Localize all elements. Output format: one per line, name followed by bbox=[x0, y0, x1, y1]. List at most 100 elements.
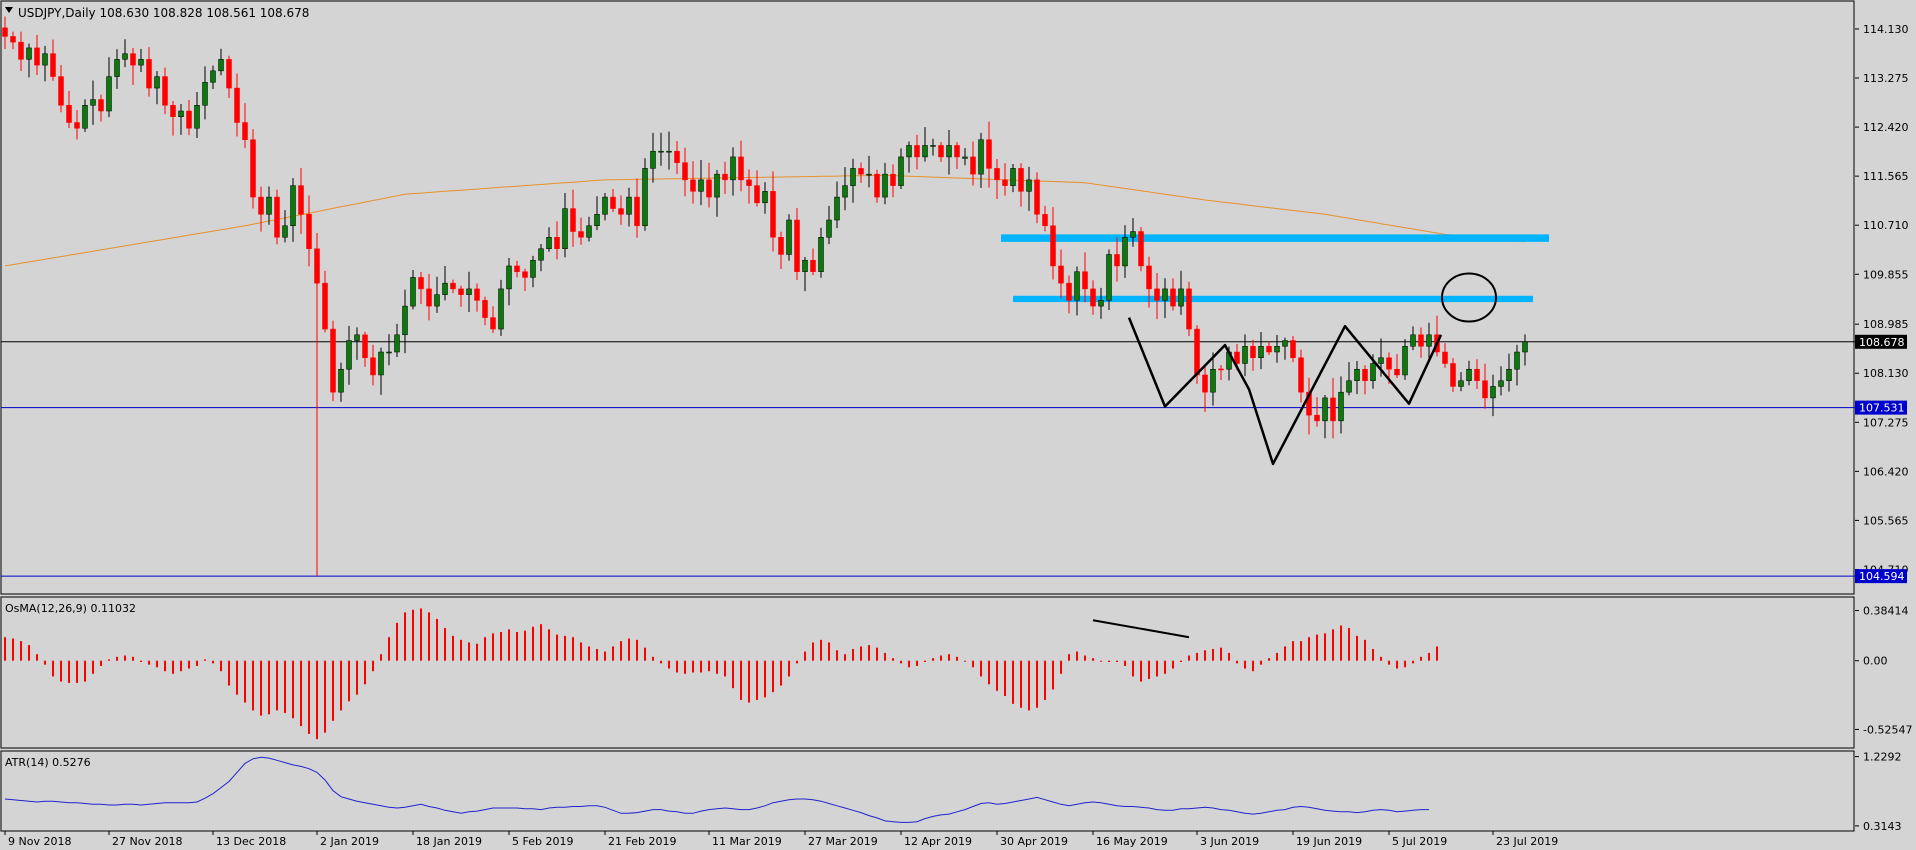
price-panel-title: USDJPY,Daily 108.630 108.828 108.561 108… bbox=[18, 6, 309, 20]
price-tick-label: 110.710 bbox=[1863, 219, 1909, 232]
symbol-menu-icon[interactable] bbox=[5, 7, 13, 13]
osma-bar bbox=[1404, 660, 1406, 668]
resistance-zone-2[interactable] bbox=[1013, 295, 1533, 303]
candle bbox=[514, 260, 520, 278]
osma-bar bbox=[620, 641, 622, 661]
candle bbox=[1154, 273, 1160, 320]
candle-body-bear bbox=[162, 76, 168, 106]
candle bbox=[754, 170, 760, 207]
candle bbox=[418, 271, 424, 304]
osma-bar bbox=[396, 622, 398, 661]
price-panel-frame bbox=[0, 0, 1855, 595]
candle bbox=[650, 132, 656, 183]
osma-bar bbox=[452, 635, 454, 661]
osma-bar bbox=[1196, 652, 1198, 661]
candle bbox=[378, 347, 384, 395]
osma-bar bbox=[212, 660, 214, 664]
osma-bar bbox=[700, 660, 702, 673]
candle-body-bull bbox=[978, 139, 984, 175]
osma-bar bbox=[1132, 660, 1134, 677]
osma-bar bbox=[1092, 658, 1094, 661]
price-panel[interactable]: USDJPY,Daily 108.630 108.828 108.561 108… bbox=[0, 0, 1855, 595]
osma-bar bbox=[444, 628, 446, 661]
candle bbox=[778, 231, 784, 269]
candle-body-bear bbox=[682, 162, 688, 181]
osma-bar bbox=[1116, 660, 1118, 663]
osma-trendline[interactable] bbox=[1092, 619, 1190, 639]
candle bbox=[1082, 252, 1088, 303]
osma-bar bbox=[332, 660, 334, 721]
osma-bar bbox=[92, 660, 94, 674]
osma-bar bbox=[1172, 660, 1174, 669]
pattern-drawing[interactable] bbox=[1127, 317, 1443, 466]
candle-body-bull bbox=[466, 288, 472, 295]
candle bbox=[786, 214, 792, 261]
candle-body-bear bbox=[1066, 282, 1072, 301]
candle-body-bear bbox=[1154, 288, 1160, 301]
candle bbox=[1250, 339, 1256, 371]
candle-body-bull bbox=[122, 53, 128, 60]
candle bbox=[194, 92, 200, 139]
candle-body-bull bbox=[1258, 346, 1264, 358]
candle bbox=[1458, 372, 1464, 392]
candle-body-bear bbox=[186, 110, 192, 129]
time-axis[interactable]: 9 Nov 2018 27 Nov 2018 13 Dec 2018 2 Jan 20… bbox=[4, 831, 1558, 848]
candle-body-bull bbox=[658, 150, 664, 153]
candle bbox=[722, 161, 728, 194]
osma-bar bbox=[972, 660, 974, 668]
price-axis[interactable]: 114.130 113.275 112.420 111.565 110.710 109.8… bbox=[1855, 23, 1912, 833]
resistance-zone-1[interactable] bbox=[1001, 234, 1549, 242]
candle bbox=[1090, 280, 1096, 315]
candle-body-bear bbox=[250, 139, 256, 198]
candle-body-bear bbox=[874, 173, 880, 198]
osma-bar bbox=[1268, 658, 1270, 661]
osma-panel[interactable]: OsMA(12,26,9) 0.11032 bbox=[0, 596, 1855, 749]
osma-bar bbox=[68, 660, 70, 683]
candle bbox=[818, 227, 824, 278]
candle-body-bear bbox=[418, 277, 424, 290]
candle-body-bull bbox=[642, 168, 648, 227]
osma-bar bbox=[84, 660, 86, 682]
candle bbox=[2, 16, 8, 49]
price-tag-label: 104.594 bbox=[1859, 570, 1905, 583]
candle-body-bull bbox=[1378, 357, 1384, 364]
price-tick-label: 105.565 bbox=[1863, 514, 1909, 527]
candle-body-bull bbox=[1346, 380, 1352, 393]
candle-body-bull bbox=[1162, 288, 1168, 301]
candle bbox=[770, 171, 776, 252]
candle bbox=[1474, 359, 1480, 389]
atr-panel[interactable]: ATR(14) 0.5276 bbox=[0, 750, 1855, 832]
osma-bar bbox=[932, 658, 934, 661]
candle bbox=[954, 142, 960, 170]
candle bbox=[1442, 343, 1448, 368]
candle bbox=[346, 325, 352, 385]
candle bbox=[498, 279, 504, 336]
candle bbox=[810, 248, 816, 276]
candle bbox=[178, 104, 184, 135]
candle bbox=[1338, 376, 1344, 434]
candle-body-bear bbox=[1034, 179, 1040, 215]
osma-bar bbox=[636, 639, 638, 661]
candle-body-bull bbox=[266, 196, 272, 215]
candle bbox=[250, 129, 256, 209]
price-tag-bg bbox=[1855, 334, 1907, 349]
candle bbox=[258, 186, 264, 232]
osma-bar bbox=[1188, 655, 1190, 661]
candle-body-bear bbox=[1194, 328, 1200, 376]
date-tick-label: 18 Jan 2019 bbox=[416, 835, 482, 848]
osma-bar bbox=[588, 646, 590, 661]
osma-bar bbox=[1148, 660, 1150, 680]
candle-body-bull bbox=[154, 76, 160, 89]
price-tag-label: 107.531 bbox=[1859, 402, 1905, 415]
osma-bar bbox=[52, 660, 54, 677]
candle-body-bull bbox=[842, 185, 848, 198]
candle bbox=[1282, 337, 1288, 360]
candle-body-bear bbox=[274, 196, 280, 238]
osma-bar bbox=[796, 660, 798, 664]
highlight-circle[interactable] bbox=[1441, 272, 1497, 323]
osma-bar bbox=[484, 637, 486, 661]
osma-bar bbox=[1244, 660, 1246, 669]
osma-bar bbox=[116, 656, 118, 661]
price-tag-bg bbox=[1855, 400, 1907, 415]
